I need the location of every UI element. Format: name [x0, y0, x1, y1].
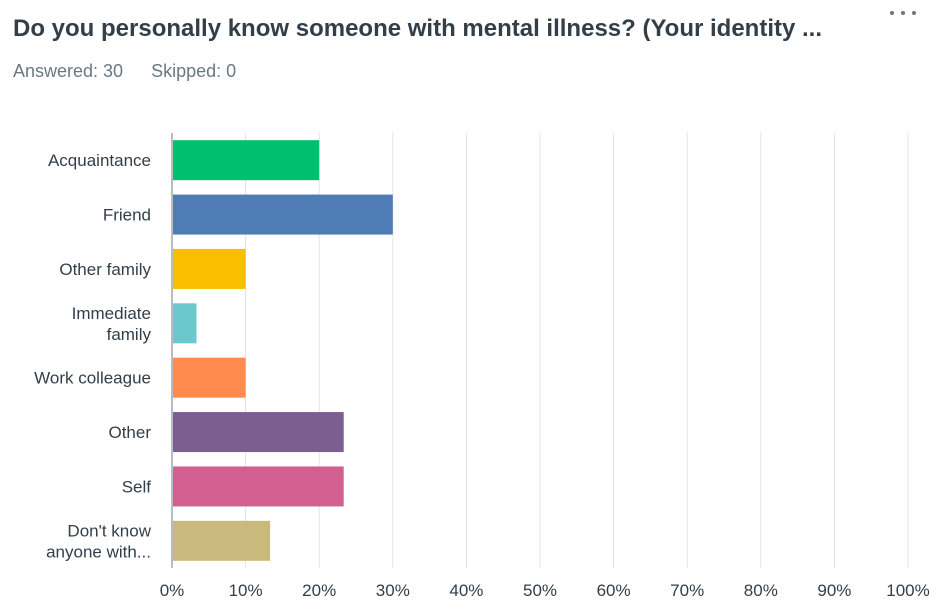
- x-tick-label: 70%: [670, 581, 704, 600]
- category-label: Self: [122, 477, 152, 496]
- bar: [173, 357, 246, 398]
- x-tick-label: 0%: [160, 581, 185, 600]
- x-tick-label: 50%: [523, 581, 557, 600]
- bar: [173, 140, 320, 181]
- category-label: Friend: [103, 206, 151, 225]
- more-options-icon[interactable]: [890, 6, 916, 20]
- x-tick-label: 90%: [817, 581, 851, 600]
- x-tick-label: 40%: [449, 581, 483, 600]
- skipped-count: Skipped: 0: [151, 61, 237, 81]
- category-label: Other: [108, 423, 151, 442]
- category-label: Work colleague: [34, 369, 151, 388]
- x-tick-label: 60%: [597, 581, 631, 600]
- answered-count: Answered: 30: [13, 61, 124, 81]
- category-label: Other family: [59, 260, 151, 279]
- x-tick-label: 10%: [229, 581, 263, 600]
- category-label: Immediate family: [72, 304, 152, 344]
- x-tick-label: 30%: [376, 581, 410, 600]
- x-tick-label: 80%: [744, 581, 778, 600]
- x-tick-label: 20%: [302, 581, 336, 600]
- bar: [173, 303, 197, 344]
- category-label: Don't know anyone with...: [46, 521, 152, 561]
- question-title: Do you personally know someone with ment…: [13, 15, 823, 42]
- response-stats: Answered: 30 Skipped: 0: [13, 61, 236, 82]
- menu-dot: [912, 11, 916, 15]
- category-label: Acquaintance: [48, 151, 151, 170]
- bar: [173, 466, 344, 507]
- bar: [173, 412, 344, 453]
- x-tick-label: 100%: [886, 581, 929, 600]
- bar: [173, 520, 271, 561]
- bar: [173, 248, 246, 289]
- menu-dot: [901, 11, 905, 15]
- menu-dot: [890, 11, 894, 15]
- bar: [173, 194, 393, 235]
